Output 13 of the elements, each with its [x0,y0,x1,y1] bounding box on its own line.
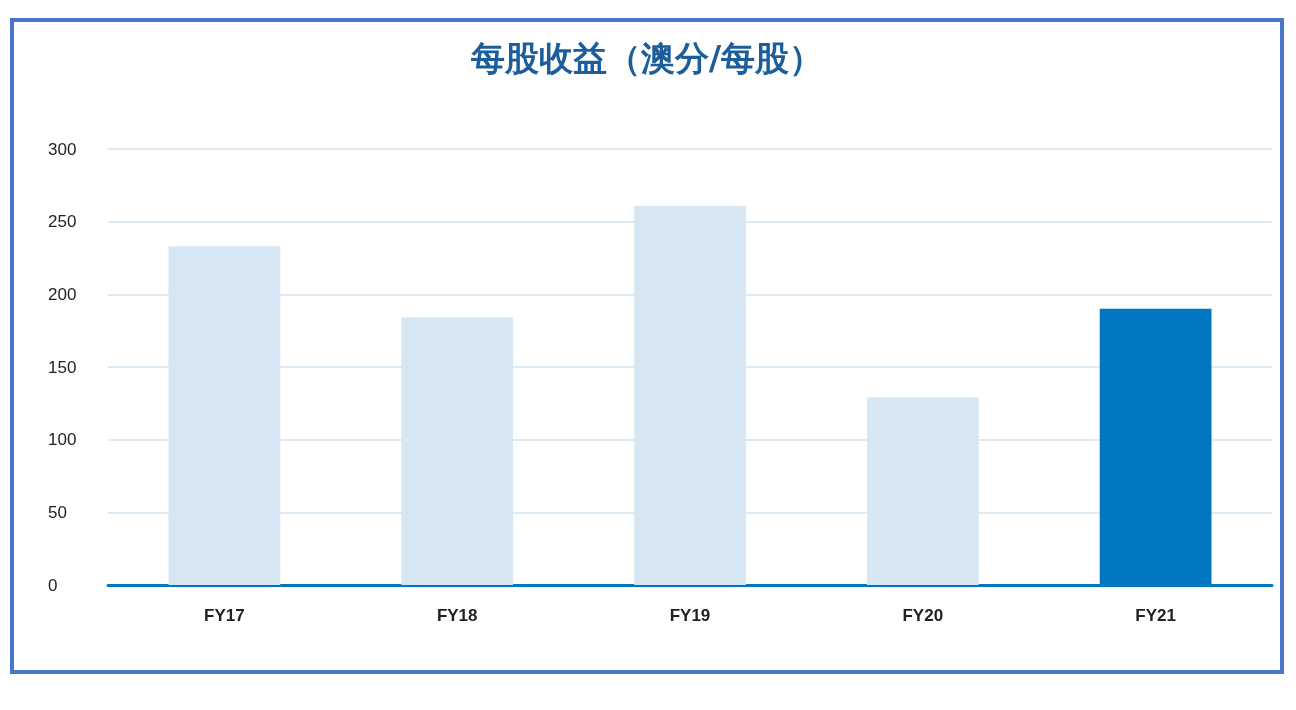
x-tick-label: FY19 [669,606,711,625]
y-tick-label: 300 [48,139,77,159]
chart-title: 每股收益（澳分/每股） [469,38,824,78]
x-tick-label: FY20 [902,606,944,625]
x-tick-label: FY21 [1135,606,1176,625]
y-tick-label: 200 [48,284,77,304]
y-tick-label: 150 [48,357,77,377]
x-tick-label: FY18 [436,606,478,625]
x-tick-label: FY17 [204,606,245,625]
y-tick-label: 50 [48,502,67,522]
y-tick-label: 250 [48,212,77,232]
y-tick-label: 0 [48,575,58,595]
y-tick-label: 100 [48,430,77,450]
